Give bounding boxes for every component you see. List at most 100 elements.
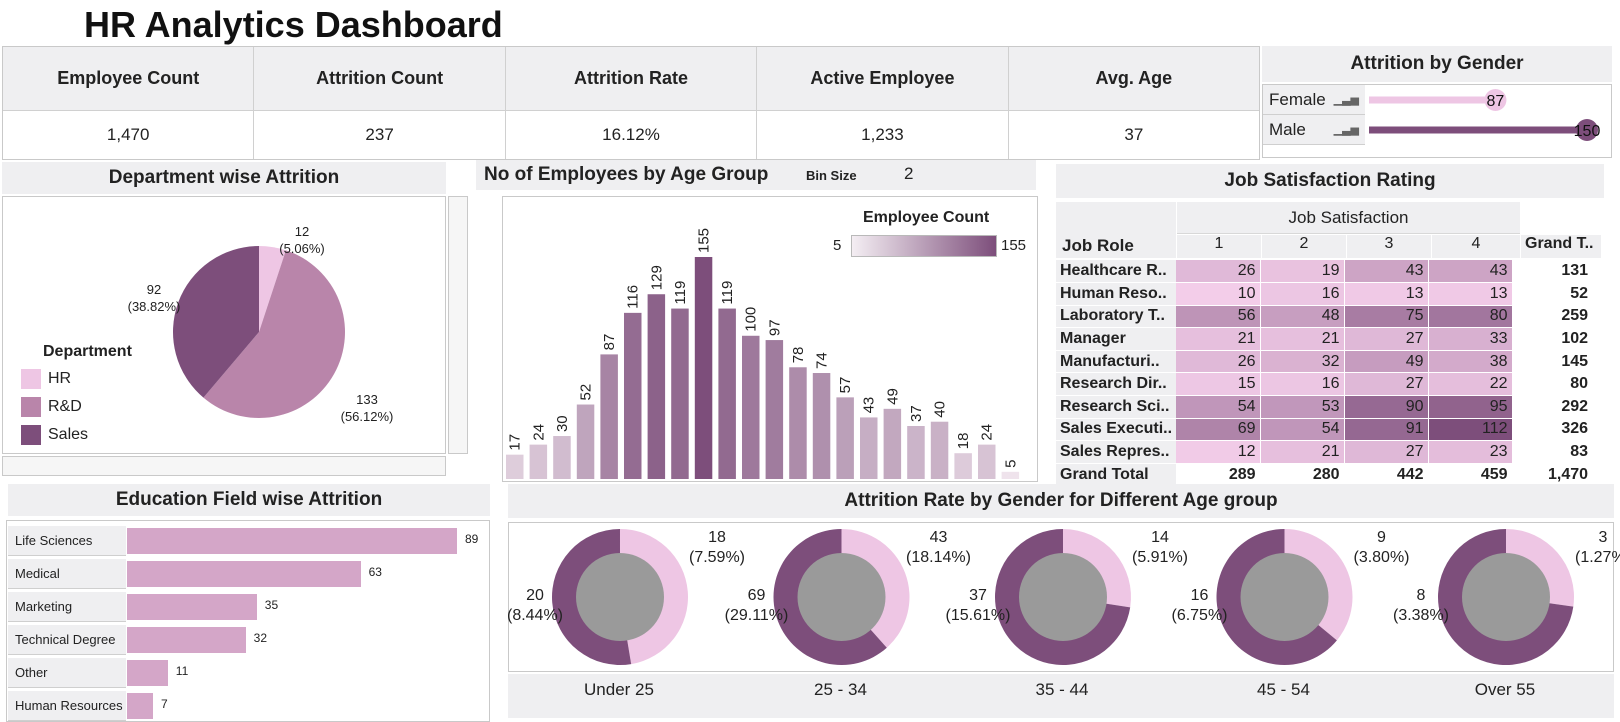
gender-value-label: 150 xyxy=(1574,123,1601,140)
kpi-attrition-rate: Attrition Rate 16.12% xyxy=(505,47,758,159)
age-bar-label: 18 xyxy=(955,433,972,450)
age-bar xyxy=(576,404,595,479)
age-bar xyxy=(647,294,666,479)
heatmap-cell: 53 xyxy=(1260,395,1345,419)
department-h-scrollbar[interactable] xyxy=(2,456,446,476)
bar-chart-icon[interactable]: ▁▃▅ xyxy=(1333,124,1359,136)
donut-pct: (15.61%) xyxy=(945,607,1011,624)
heatmap-cell: 33 xyxy=(1428,327,1513,351)
kpi-label: Avg. Age xyxy=(1008,47,1260,111)
donut-value: 69 xyxy=(747,587,766,604)
bar-chart-icon[interactable]: ▁▃▅ xyxy=(1333,94,1359,106)
job-role-cell: Human Reso.. xyxy=(1056,282,1177,306)
job-role-cell: Research Sci.. xyxy=(1056,395,1177,419)
age-bar-label: 74 xyxy=(814,352,831,369)
color-legend-title: Employee Count xyxy=(863,209,990,226)
kpi-value: 1,470 xyxy=(106,125,150,144)
donut-label-female: 14 (5.91%) xyxy=(1122,528,1198,568)
heatmap-cell: 27 xyxy=(1344,327,1429,351)
gender-label: Female xyxy=(1269,89,1326,109)
education-value-label: 7 xyxy=(160,697,168,711)
col-header-4: 4 xyxy=(1432,235,1520,258)
bin-size-input[interactable]: 2 xyxy=(904,164,914,183)
pie-value: 12 xyxy=(294,224,310,239)
age-bar xyxy=(930,421,949,479)
donut-pct: (3.80%) xyxy=(1353,549,1410,566)
donut-hole xyxy=(1462,553,1550,641)
kpi-table: Employee Count 1,470 Attrition Count 237… xyxy=(2,46,1260,160)
heatmap-cell: 16 xyxy=(1260,282,1345,306)
table-row: Sales Executi.. 69 54 91 112 326 xyxy=(1056,418,1593,442)
donut-label-male: 20 (8.44%) xyxy=(497,586,573,626)
row-total-cell: 131 xyxy=(1512,260,1593,284)
heatmap-cell: 95 xyxy=(1428,395,1513,419)
row-total-cell: 102 xyxy=(1512,327,1593,351)
kpi-label: Attrition Rate xyxy=(505,47,757,111)
grand-total-row: Grand Total 289 280 442 459 1,470 xyxy=(1056,463,1593,487)
department-scrollbar[interactable] xyxy=(448,196,468,454)
legend-item-sales: Sales xyxy=(21,421,161,449)
age-bar-label: 40 xyxy=(932,401,949,418)
pie-label-sales: 92 (38.82%) xyxy=(119,281,189,315)
heatmap-cell: 16 xyxy=(1260,372,1345,397)
age-bar-label: 24 xyxy=(979,424,996,441)
donut-label-male: 8 (3.38%) xyxy=(1383,586,1459,626)
age-bar xyxy=(671,308,689,479)
donut-pct: (5.91%) xyxy=(1131,549,1189,566)
age-group-label: Under 25 xyxy=(584,680,654,699)
legend-swatch xyxy=(21,425,41,445)
pie-slice-rd xyxy=(203,250,346,418)
legend-label: Sales xyxy=(48,426,89,443)
heatmap-cell: 280 xyxy=(1260,463,1345,487)
heatmap-cell: 22 xyxy=(1428,372,1513,397)
age-bar-label: 119 xyxy=(672,281,689,305)
pie-pct: (5.06%) xyxy=(279,241,325,256)
education-label: Other xyxy=(8,658,126,688)
kpi-value: 37 xyxy=(1124,125,1144,144)
job-role-cell: Sales Repres.. xyxy=(1056,440,1177,464)
job-role-cell: Sales Executi.. xyxy=(1056,418,1177,442)
donut-hole xyxy=(1240,553,1329,641)
legend-swatch xyxy=(21,397,41,417)
job-role-cell: Manager xyxy=(1056,327,1177,351)
legend-swatch xyxy=(21,369,41,389)
grand-total-header: Grand T.. xyxy=(1521,235,1601,258)
age-bar xyxy=(812,373,831,479)
age-group-bar-chart: 17 24 30 52 87 116 129 119 155 119 100 97 78 74 57 43 49… xyxy=(506,228,1019,479)
education-label: Life Sciences xyxy=(8,526,126,556)
job-satisfaction-col-group: Job Satisfaction xyxy=(1177,202,1520,234)
donut-value: 37 xyxy=(969,587,987,604)
age-group-label: 35 - 44 xyxy=(1035,680,1089,699)
heatmap-cell: 27 xyxy=(1344,440,1429,464)
education-value-label: 35 xyxy=(264,598,279,612)
legend-item-hr: HR xyxy=(21,365,161,393)
education-value-label: 89 xyxy=(465,532,479,546)
education-label: Technical Degree xyxy=(8,625,126,655)
gender-value-label: 87 xyxy=(1487,93,1505,110)
donut-pct: (8.44%) xyxy=(506,607,564,624)
col-header-2: 2 xyxy=(1262,235,1346,258)
heatmap-cell: 38 xyxy=(1428,350,1513,374)
col-header-3: 3 xyxy=(1347,235,1431,258)
department-pie-chart xyxy=(173,246,346,418)
job-satisfaction-panel: Job Satisfaction Job Role 1 2 3 4 Grand … xyxy=(1056,202,1620,487)
education-bar xyxy=(127,594,257,620)
age-bar xyxy=(789,367,807,479)
donut-value: 20 xyxy=(526,587,544,604)
age-bar-label: 155 xyxy=(696,228,713,253)
gender-panel: Female ▁▃▅ Male ▁▃▅ 87 150 xyxy=(1262,84,1612,158)
age-bar xyxy=(860,417,878,479)
heatmap-cell: 91 xyxy=(1344,418,1429,442)
bin-size-label: Bin Size xyxy=(806,168,857,183)
education-value-label: 32 xyxy=(253,631,267,645)
age-bar xyxy=(954,453,972,479)
table-row: Manager 21 21 27 33 102 xyxy=(1056,327,1593,351)
job-satisfaction-table: Healthcare R.. 26 19 43 43 131 Human Reso.. 10 1… xyxy=(1056,260,1593,487)
education-label: Human Resources xyxy=(8,691,126,721)
heatmap-cell: 49 xyxy=(1344,350,1429,374)
age-bar-label: 49 xyxy=(884,388,901,405)
education-label: Medical xyxy=(8,559,126,589)
job-role-header: Job Role xyxy=(1056,202,1176,258)
job-role-cell: Healthcare R.. xyxy=(1056,260,1177,284)
gender-bar-chart: 87 150 xyxy=(1369,89,1601,141)
